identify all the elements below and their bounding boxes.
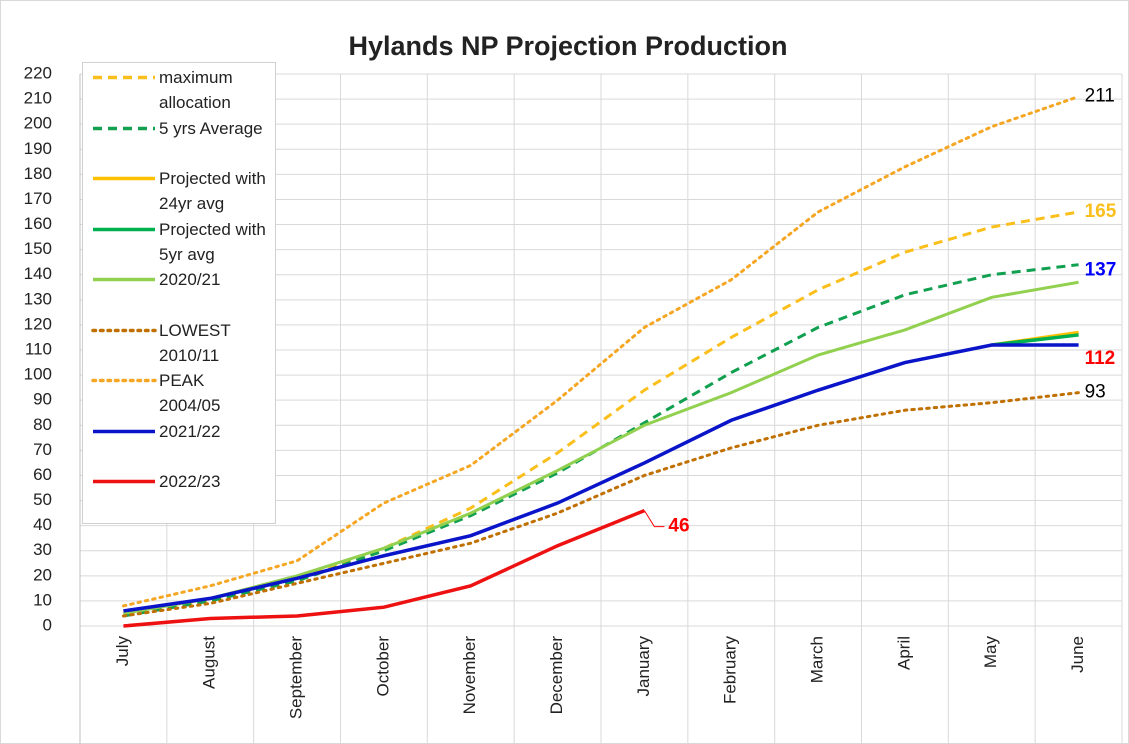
y-tick-label: 190 [24,139,52,158]
y-tick-label: 110 [25,339,52,358]
y-tick-label: 20 [33,565,52,584]
y-tick-label: 10 [33,590,52,609]
legend-swatch [93,277,155,282]
legend-entry: Projected with 5yr avg [89,217,269,268]
x-tick-label: December [547,636,566,715]
y-tick-label: 210 [24,89,52,108]
legend-label: LOWEST 2010/11 [159,320,231,365]
legend-swatch [93,126,155,130]
legend-entry: 2021/22 [89,419,269,470]
series-line [123,343,1079,613]
x-tick-label: March [808,636,827,683]
y-tick-label: 180 [24,164,52,183]
x-tick-label: July [113,636,132,667]
y-tick-label: 100 [24,365,52,384]
data-label: 112 [1085,348,1116,369]
y-tick-label: 120 [24,314,52,333]
legend-label: Projected with 5yr avg [159,219,266,264]
legend-entry: PEAK 2004/05 [89,368,269,419]
legend-swatch [91,378,157,383]
y-tick-label: 150 [24,239,52,258]
y-tick-label: 50 [33,490,52,509]
y-tick-label: 0 [43,615,52,634]
data-label: 137 [1085,259,1117,280]
y-tick-label: 90 [33,390,52,409]
series-line [121,391,1081,618]
legend-label: PEAK 2004/05 [159,371,221,415]
legend-label: 2020/21 [159,270,221,289]
legend-swatch [93,176,155,181]
x-tick-label: June [1068,636,1087,673]
y-tick-label: 30 [33,540,52,559]
x-tick-label: February [721,636,740,705]
label-leader [643,510,665,528]
x-tick-label: August [200,636,219,689]
y-tick-label: 70 [33,440,52,459]
legend-swatch [93,227,155,231]
y-tick-label: 60 [33,465,52,484]
data-label: 165 [1085,201,1117,222]
data-label: 46 [668,516,689,537]
legend-swatch [93,479,155,484]
y-tick-label: 40 [33,515,52,534]
series-line [123,508,646,628]
x-tick-label: April [894,636,913,670]
data-label: 93 [1085,382,1106,403]
y-tick-label: 170 [24,189,52,208]
x-tick-label: May [981,636,1000,669]
y-tick-label: 200 [24,114,52,133]
x-tick-label: September [287,636,306,719]
legend-label: 2021/22 [159,421,221,441]
legend-entry: Projected with 24yr avg [89,166,269,217]
legend-swatch [93,75,155,80]
y-tick-label: 130 [24,289,52,308]
x-tick-label: January [634,636,653,697]
y-tick-label: 220 [24,63,52,82]
series-line [121,95,1081,608]
legend-swatch [93,429,155,433]
series-line [123,280,1079,615]
legend-label: maximum allocation [159,68,233,112]
legend-entry: LOWEST 2010/11 [89,318,269,369]
x-tick-label: November [460,636,479,715]
chart-title: Hylands NP Projection Production [348,31,787,61]
legend-label: Projected with 24yr avg [159,169,266,213]
legend-entry: 5 yrs Average [89,116,269,167]
y-tick-label: 160 [24,214,52,233]
legend-label: 2022/23 [159,472,221,491]
legend-entry: maximum allocation [89,65,269,116]
legend-entry: 2020/21 [89,267,269,318]
legend-swatch [91,328,157,332]
legend-label: 5 yrs Average [159,118,263,138]
data-label: 211 [1085,86,1115,107]
x-tick-label: October [373,636,392,697]
y-tick-label: 80 [33,415,52,434]
legend: maximum allocation 5 yrs Average Projected… [82,62,276,524]
y-tick-label: 140 [24,264,52,283]
series-line [123,210,1079,613]
legend-entry: 2022/23 [89,469,269,520]
